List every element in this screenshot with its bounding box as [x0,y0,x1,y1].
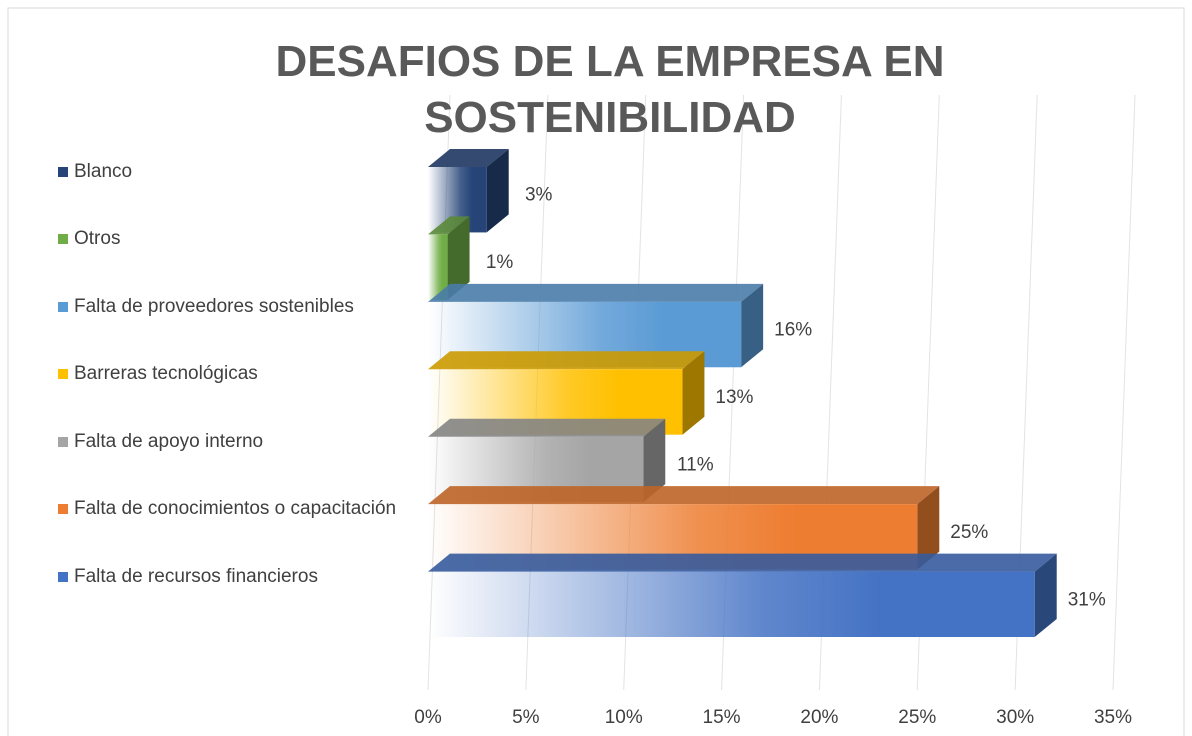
x-tick-label: 30% [996,707,1034,728]
x-tick-label: 35% [1094,707,1132,728]
bar-top [428,418,666,437]
legend-entry: Blanco [58,157,398,187]
legend-label: Falta de conocimientos o capacitación [74,498,397,520]
legend-swatch [58,167,68,177]
bar-side [1034,553,1057,637]
legend-label: Falta de apoyo interno [74,430,264,452]
legend-swatch [58,436,68,447]
bar-side [486,149,509,233]
x-tick-label: 15% [703,707,741,728]
bar-top [428,216,470,235]
data-label: 25% [950,522,988,543]
legend-swatch [58,301,68,312]
legend-swatch [58,571,68,582]
x-tick-label: 25% [898,707,936,728]
bar-side [643,418,666,503]
bar [428,571,1035,637]
data-label: 1% [486,252,514,273]
legend-label: Falta de recursos financieros [74,565,318,587]
bar [428,234,448,300]
bar-top [428,351,705,370]
bar-side [741,283,764,368]
x-tick-label: 10% [605,707,643,728]
bar-top [428,283,764,302]
legend-label: Blanco [74,161,133,182]
x-tick-label: 20% [800,707,838,728]
legend-entry: Otros [58,224,398,254]
legend-entry: Falta de proveedores sostenibles [58,292,398,322]
legend-entry: Falta de recursos financieros [58,562,398,592]
grid-line [1112,94,1136,691]
data-label: 16% [774,320,812,341]
data-label: 31% [1068,589,1106,610]
data-label: 3% [525,185,553,206]
legend-entry: Falta de apoyo interno [58,427,398,457]
legend-swatch [58,369,68,380]
chart-title: DESAFIOS DE LA EMPRESA EN SOSTENIBILIDAD [275,37,945,142]
bar-side [447,216,470,300]
bar-top [428,486,940,505]
x-tick-label: 5% [512,707,540,728]
legend-swatch [58,234,68,245]
legend-label: Barreras tecnológicas [74,363,258,385]
legend-entry: Falta de conocimientos o capacitación [58,494,398,524]
bar-top [428,149,509,167]
frame [7,7,1185,736]
legend-label: Otros [74,228,121,250]
bar-side [682,351,705,435]
bar-top [428,553,1057,572]
x-tick-label: 0% [414,707,442,728]
legend-label: Falta de proveedores sostenibles [74,295,354,317]
legend-swatch [58,504,68,515]
data-label: 11% [677,454,714,475]
legend-entry: Barreras tecnológicas [58,359,398,389]
data-label: 13% [715,387,753,408]
bar-side [917,486,940,570]
